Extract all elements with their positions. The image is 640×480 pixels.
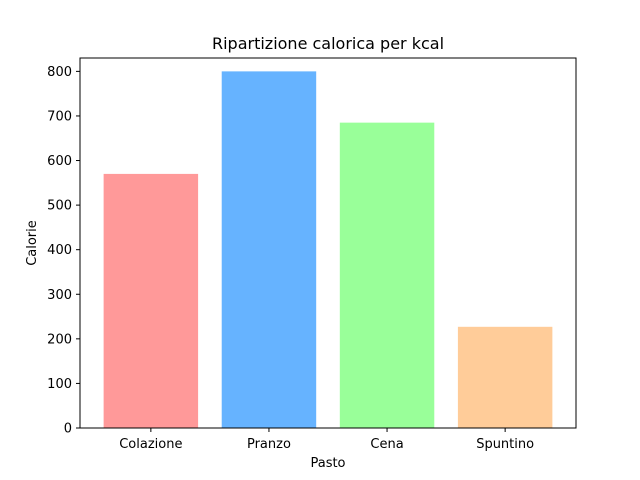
bars-group [103, 71, 553, 429]
y-tick-label: 800 [47, 65, 72, 80]
bar-spuntino [457, 326, 553, 428]
x-axis-label: Pasto [310, 456, 345, 471]
x-tick-label: Spuntino [476, 437, 534, 452]
bar-cena [339, 122, 435, 429]
y-tick-label: 700 [47, 109, 72, 124]
x-tick-label: Pranzo [247, 437, 291, 452]
y-tick-label: 600 [47, 154, 72, 169]
y-axis-label: Calorie [25, 220, 40, 266]
y-tick-label: 0 [64, 422, 72, 437]
y-tick-label: 200 [47, 332, 72, 347]
y-tick-label: 100 [47, 377, 72, 392]
y-tick-label: 400 [47, 243, 72, 258]
x-tick-label: Colazione [119, 437, 182, 452]
x-tick-label: Cena [370, 437, 403, 452]
y-tick-label: 300 [47, 288, 72, 303]
plot-frame [79, 57, 577, 429]
y-tick-label: 500 [47, 199, 72, 214]
bar-colazione [103, 173, 199, 428]
y-axis-ticks: 0 100 200 300 400 500 600 700 800 [47, 65, 80, 437]
x-axis-ticks: Colazione Pranzo Cena Spuntino [119, 428, 534, 452]
chart-title: Ripartizione calorica per kcal [212, 34, 444, 53]
bar-pranzo [221, 71, 317, 428]
